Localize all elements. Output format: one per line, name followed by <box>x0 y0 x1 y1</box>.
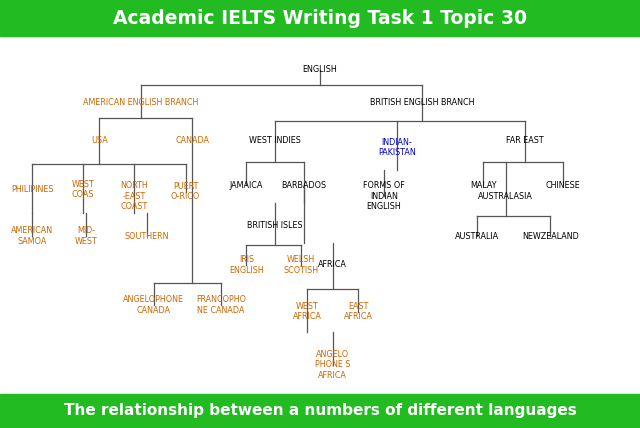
Text: FAR EAST: FAR EAST <box>506 136 543 145</box>
Text: ANGELOPHONE
CANADA: ANGELOPHONE CANADA <box>123 295 184 315</box>
Text: PHILIPINES: PHILIPINES <box>11 185 53 194</box>
Text: WEST
AFRICA: WEST AFRICA <box>292 302 322 321</box>
Text: NORTH
-EAST
COAST: NORTH -EAST COAST <box>120 181 148 211</box>
Text: AUSTRALASIA: AUSTRALASIA <box>478 192 533 201</box>
Text: BARBADOS: BARBADOS <box>282 181 326 190</box>
Text: INDIAN-
PAKISTAN: INDIAN- PAKISTAN <box>378 138 415 157</box>
Text: BRITISH ISLES: BRITISH ISLES <box>248 220 303 229</box>
Text: EAST
AFRICA: EAST AFRICA <box>344 302 373 321</box>
Text: AMERICAN
SAMOA: AMERICAN SAMOA <box>11 226 53 246</box>
Text: IRIS
ENGLISH: IRIS ENGLISH <box>229 255 264 275</box>
Text: USA: USA <box>91 136 108 145</box>
Text: The relationship between a numbers of different languages: The relationship between a numbers of di… <box>63 403 577 419</box>
Text: ANGELO
PHONE S
AFRICA: ANGELO PHONE S AFRICA <box>315 350 351 380</box>
Text: NEWZEALAND: NEWZEALAND <box>522 232 579 241</box>
Text: FORMS OF
INDIAN
ENGLISH: FORMS OF INDIAN ENGLISH <box>363 181 405 211</box>
Text: Academic IELTS Writing Task 1 Topic 30: Academic IELTS Writing Task 1 Topic 30 <box>113 9 527 28</box>
Text: MID-
WEST: MID- WEST <box>75 226 98 246</box>
Text: AMERICAN ENGLISH BRANCH: AMERICAN ENGLISH BRANCH <box>83 98 198 107</box>
Text: JAMAICA: JAMAICA <box>230 181 263 190</box>
Text: AUSTRALIA: AUSTRALIA <box>455 232 499 241</box>
Text: WEST
COAS: WEST COAS <box>72 180 95 199</box>
Text: FRANCOPHO
NE CANADA: FRANCOPHO NE CANADA <box>196 295 246 315</box>
Text: MALAY: MALAY <box>470 181 497 190</box>
Text: WEST INDIES: WEST INDIES <box>249 136 301 145</box>
Text: ENGLISH: ENGLISH <box>303 65 337 74</box>
Text: WELSH
SCOTISH: WELSH SCOTISH <box>284 255 318 275</box>
Text: SOUTHERN: SOUTHERN <box>125 232 170 241</box>
Text: BRITISH ENGLISH BRANCH: BRITISH ENGLISH BRANCH <box>370 98 475 107</box>
Text: CANADA: CANADA <box>175 136 209 145</box>
Text: CHINESE: CHINESE <box>546 181 580 190</box>
Text: PUERT
O-RICO: PUERT O-RICO <box>171 182 200 202</box>
Text: AFRICA: AFRICA <box>318 261 348 270</box>
